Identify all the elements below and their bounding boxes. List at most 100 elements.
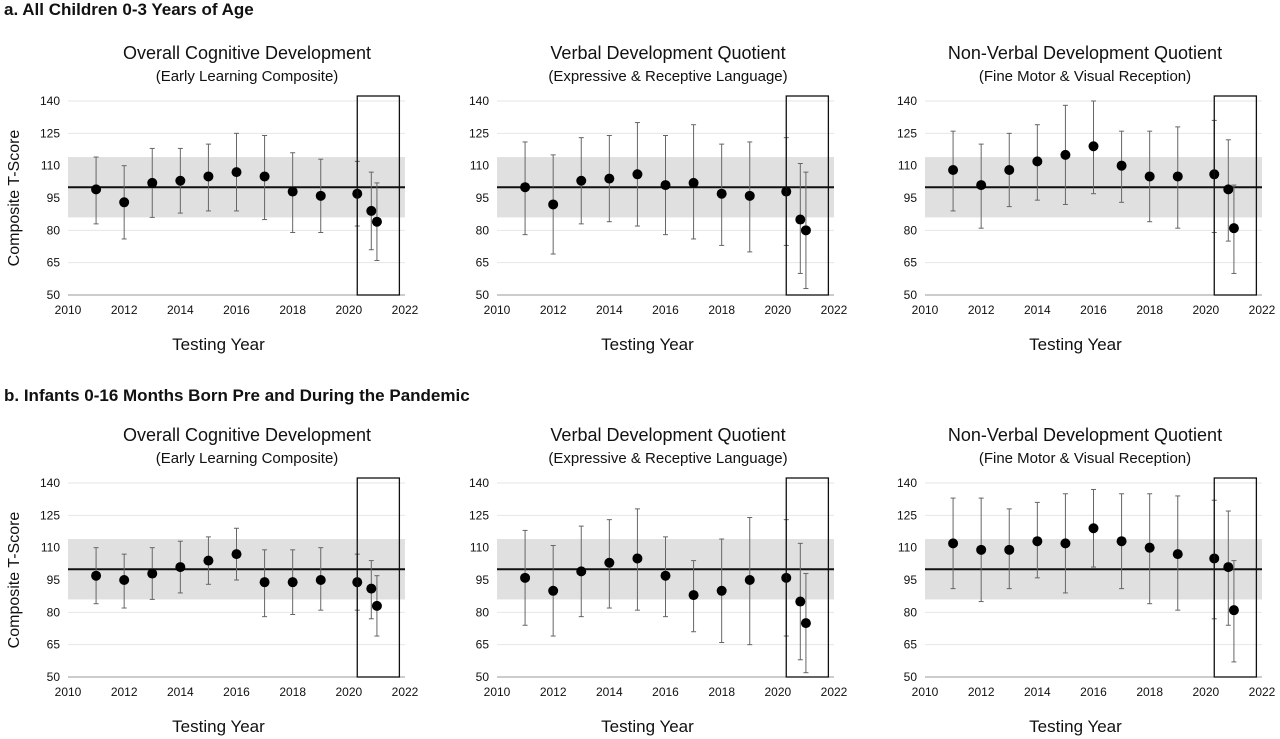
x-axis-label: Testing Year: [172, 717, 265, 736]
y-tick-label: 140: [469, 94, 489, 108]
data-point: [147, 178, 157, 188]
y-tick-label: 50: [47, 288, 61, 302]
x-tick-label: 2022: [821, 303, 848, 317]
x-tick-label: 2022: [392, 685, 419, 699]
y-tick-label: 110: [898, 541, 917, 555]
y-tick-label: 80: [904, 605, 918, 619]
y-tick-label: 95: [904, 191, 918, 205]
data-point: [717, 189, 727, 199]
y-tick-label: 80: [47, 605, 61, 619]
data-point: [632, 169, 642, 179]
y-tick-label: 95: [904, 573, 918, 587]
data-point: [1145, 171, 1155, 181]
data-point: [366, 584, 376, 594]
x-tick-label: 2016: [223, 685, 250, 699]
y-tick-label: 50: [476, 288, 490, 302]
data-point: [1173, 171, 1183, 181]
data-point: [1223, 184, 1233, 194]
data-point: [316, 575, 326, 585]
chart-subtitle: (Fine Motor & Visual Reception): [979, 68, 1191, 85]
x-tick-label: 2016: [652, 685, 679, 699]
data-point: [1060, 150, 1070, 160]
data-point: [119, 575, 129, 585]
chart-subtitle: (Expressive & Receptive Language): [548, 450, 787, 467]
chart-subtitle: (Early Learning Composite): [156, 68, 339, 85]
x-tick-label: 2020: [1192, 303, 1219, 317]
x-tick-label: 2012: [968, 303, 995, 317]
x-tick-label: 2020: [764, 303, 791, 317]
x-tick-label: 2022: [1249, 685, 1276, 699]
data-point: [717, 586, 727, 596]
data-point: [1004, 545, 1014, 555]
data-point: [1032, 536, 1042, 546]
data-point: [175, 176, 185, 186]
data-point: [288, 577, 298, 587]
data-point: [689, 178, 699, 188]
chart-title: Verbal Development Quotient: [550, 43, 785, 63]
data-point: [260, 171, 270, 181]
y-tick-label: 65: [47, 638, 61, 652]
y-tick-label: 95: [47, 191, 61, 205]
data-point: [288, 187, 298, 197]
y-tick-label: 110: [898, 159, 917, 173]
data-point: [203, 556, 213, 566]
chart-panel: Non-Verbal Development Quotient (Fine Mot…: [897, 425, 1276, 736]
data-point: [91, 184, 101, 194]
data-point: [1004, 165, 1014, 175]
x-axis-label: Testing Year: [601, 335, 694, 354]
x-tick-label: 2020: [335, 303, 362, 317]
x-tick-label: 2022: [1249, 303, 1276, 317]
data-point: [1032, 156, 1042, 166]
y-tick-label: 80: [476, 605, 490, 619]
y-tick-label: 125: [469, 508, 489, 522]
x-tick-label: 2016: [1080, 685, 1107, 699]
data-point: [1173, 549, 1183, 559]
x-tick-label: 2018: [708, 303, 735, 317]
y-tick-label: 80: [47, 223, 61, 237]
x-tick-label: 2012: [540, 685, 567, 699]
chart-panel: Non-Verbal Development Quotient (Fine Mot…: [897, 43, 1276, 354]
data-point: [232, 549, 242, 559]
data-point: [632, 553, 642, 563]
y-tick-label: 95: [476, 191, 490, 205]
x-tick-label: 2018: [708, 685, 735, 699]
data-point: [260, 577, 270, 587]
y-tick-label: 50: [904, 288, 918, 302]
data-point: [661, 180, 671, 190]
x-tick-label: 2010: [55, 685, 82, 699]
y-tick-label: 110: [41, 541, 60, 555]
y-tick-label: 95: [476, 573, 490, 587]
data-point: [1089, 523, 1099, 533]
chart-panel: Verbal Development Quotient (Expressive &…: [469, 43, 848, 354]
y-tick-label: 80: [476, 223, 490, 237]
chart-panel: Verbal Development Quotient (Expressive &…: [469, 425, 848, 736]
x-tick-label: 2012: [111, 685, 138, 699]
y-tick-label: 95: [47, 573, 61, 587]
y-tick-label: 125: [897, 508, 917, 522]
data-point: [795, 597, 805, 607]
y-tick-label: 140: [40, 94, 60, 108]
data-point: [948, 538, 958, 548]
data-point: [232, 167, 242, 177]
data-point: [1089, 141, 1099, 151]
x-tick-label: 2022: [821, 685, 848, 699]
x-tick-label: 2010: [912, 685, 939, 699]
data-point: [576, 176, 586, 186]
x-tick-label: 2012: [968, 685, 995, 699]
chart-title: Non-Verbal Development Quotient: [948, 43, 1222, 63]
data-point: [316, 191, 326, 201]
data-point: [801, 618, 811, 628]
x-tick-label: 2010: [912, 303, 939, 317]
data-point: [91, 571, 101, 581]
data-point: [795, 215, 805, 225]
data-point: [948, 165, 958, 175]
x-axis-label: Testing Year: [1029, 335, 1122, 354]
y-tick-label: 125: [469, 126, 489, 140]
x-tick-label: 2016: [1080, 303, 1107, 317]
x-tick-label: 2014: [596, 685, 623, 699]
data-point: [1145, 543, 1155, 553]
chart-subtitle: (Expressive & Receptive Language): [548, 68, 787, 85]
x-tick-label: 2020: [1192, 685, 1219, 699]
y-tick-label: 140: [469, 476, 489, 490]
data-point: [661, 571, 671, 581]
